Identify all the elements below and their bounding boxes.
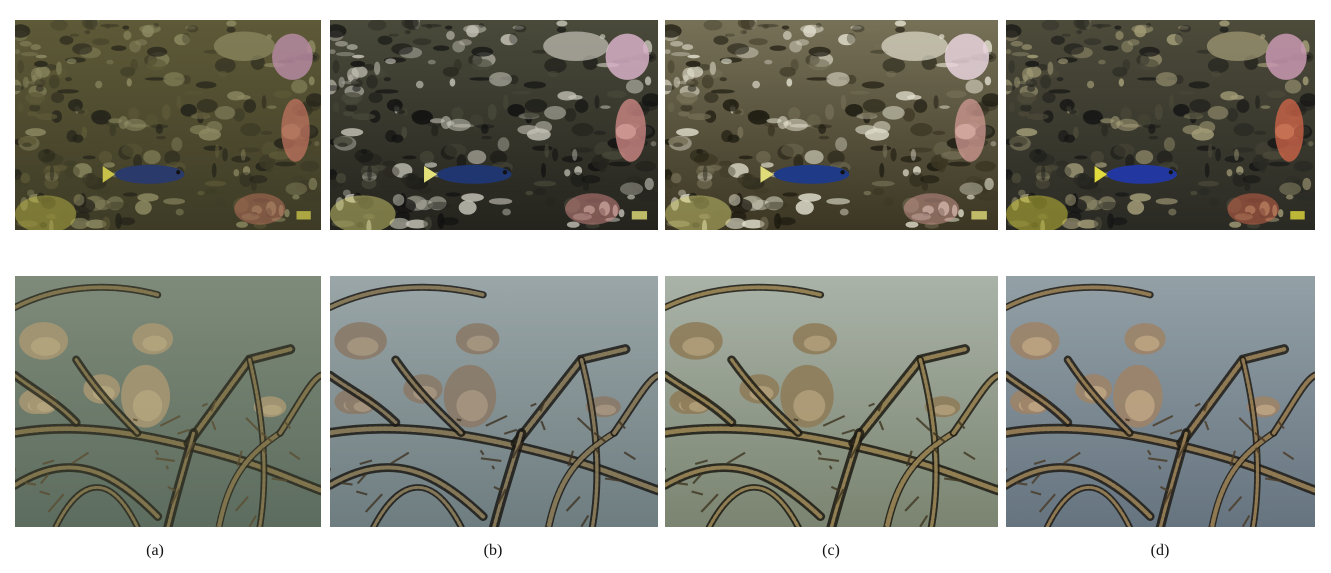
caption-c: (c) bbox=[822, 542, 840, 559]
branches-scene-a bbox=[15, 276, 321, 527]
caption-a: (a) bbox=[146, 542, 164, 559]
reef-scene-a bbox=[15, 20, 321, 230]
reef-scene-c bbox=[665, 20, 998, 230]
caption-d: (d) bbox=[1150, 542, 1170, 559]
branches-scene-b bbox=[330, 276, 658, 527]
reef-scene-d bbox=[1006, 20, 1315, 230]
caption-b: (b) bbox=[483, 542, 503, 559]
branches-scene-d bbox=[1006, 276, 1315, 527]
reef-scene-b bbox=[330, 20, 658, 230]
branches-scene-c bbox=[665, 276, 998, 527]
